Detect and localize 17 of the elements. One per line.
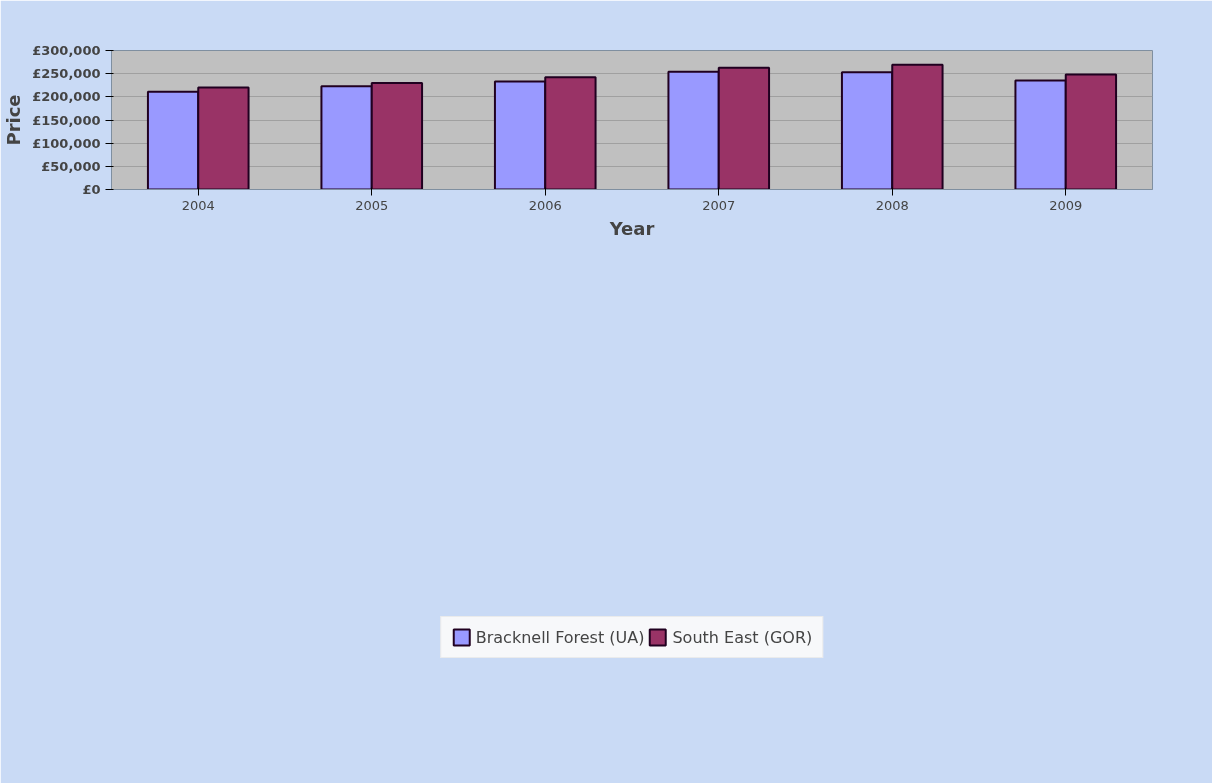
x-tick-label: 2008 xyxy=(875,197,909,213)
y-axis-title: Price xyxy=(3,94,25,146)
y-tick-label: £0 xyxy=(82,182,101,197)
x-tick-label: 2005 xyxy=(355,197,389,213)
y-tick-label: £250,000 xyxy=(32,66,101,82)
legend-label: Bracknell Forest (UA) xyxy=(475,627,645,647)
x-tick-label: 2006 xyxy=(528,197,562,213)
x-tick-label: 2007 xyxy=(702,197,736,213)
x-tick-label: 2004 xyxy=(181,197,215,213)
y-tick-label: £300,000 xyxy=(32,43,101,58)
y-tick-label: £100,000 xyxy=(32,135,101,151)
legend-label: South East (GOR) xyxy=(672,627,813,647)
y-tick-label: £150,000 xyxy=(32,112,101,128)
y-tick-label: £200,000 xyxy=(32,89,101,105)
y-tick-label: £50,000 xyxy=(41,158,101,174)
x-axis-title: Year xyxy=(608,217,655,239)
x-tick-label: 2009 xyxy=(1049,197,1083,213)
